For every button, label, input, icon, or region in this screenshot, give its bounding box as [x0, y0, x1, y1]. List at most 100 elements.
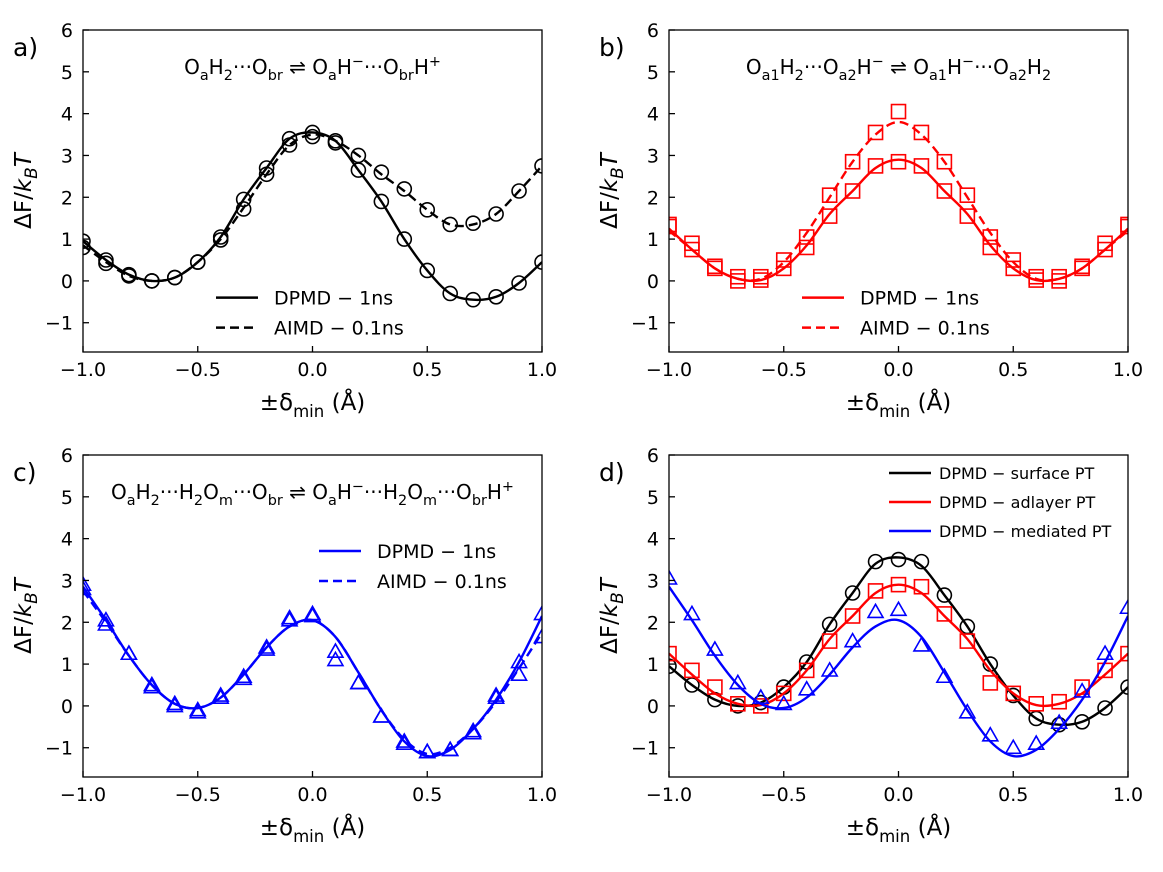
data-point	[442, 285, 459, 302]
data-point	[121, 268, 137, 284]
data-point	[326, 642, 345, 658]
data-point	[327, 135, 344, 151]
data-point	[935, 667, 954, 684]
data-point	[83, 239, 91, 256]
series-line	[669, 158, 1128, 283]
data-point	[419, 262, 436, 279]
data-point	[867, 583, 884, 599]
data-point	[212, 232, 229, 248]
y-tick-label: 4	[647, 529, 659, 551]
data-point	[234, 669, 253, 686]
legend-label: DPMD − surface PT	[939, 464, 1095, 483]
data-point	[843, 631, 862, 648]
y-tick-label: 3	[647, 145, 659, 167]
data-point	[1050, 713, 1069, 730]
data-point	[821, 208, 838, 224]
series-line	[669, 586, 1128, 758]
data-point	[669, 216, 677, 233]
data-point	[684, 235, 700, 252]
data-point	[144, 273, 160, 289]
series-b-0	[669, 153, 1128, 289]
x-tick-label: −0.5	[175, 784, 221, 806]
data-point	[982, 239, 999, 256]
data-point	[211, 686, 230, 702]
y-tick-label: 2	[61, 187, 73, 209]
x-tick-label: 0.0	[883, 359, 913, 381]
data-point	[1074, 258, 1090, 275]
legend-label: DPMD − 1ns	[274, 288, 393, 310]
legend: DPMD − 1ns AIMD − 0.1ns	[802, 288, 990, 340]
data-point	[83, 233, 91, 249]
data-point	[959, 208, 976, 224]
panel-c: −1 0 1 2 3 4 5 6 −1.0 −0.5 0.0 0.5 1.0 ±δmin (Å) ΔF/kB…	[11, 445, 557, 846]
data-point	[465, 291, 481, 308]
panel-label: d)	[599, 458, 625, 487]
data-point	[1119, 598, 1128, 615]
data-point	[441, 740, 460, 757]
y-tick-label: 6	[647, 20, 659, 42]
data-point	[867, 553, 884, 570]
data-point	[350, 147, 367, 164]
series-line	[83, 586, 542, 758]
data-point	[1051, 693, 1067, 710]
data-point	[707, 258, 723, 275]
data-point	[959, 187, 976, 203]
y-axis-label: ΔF/kBT	[11, 151, 42, 229]
data-point	[257, 640, 276, 656]
data-point	[890, 551, 907, 568]
data-point	[913, 578, 930, 595]
y-tick-label: −1	[631, 313, 659, 335]
data-point	[510, 665, 528, 681]
data-point	[730, 268, 746, 285]
data-point	[211, 688, 230, 704]
y-tick-label: 1	[61, 229, 73, 251]
svg-text:ΔF/kBT: ΔF/kBT	[597, 576, 628, 654]
data-point	[1096, 644, 1114, 661]
y-tick-label: 3	[647, 570, 659, 592]
panel-label: b)	[599, 33, 625, 62]
legend: DPMD − 1ns AIMD − 0.1ns	[216, 288, 404, 340]
data-point	[1073, 682, 1091, 698]
x-axis-label: ±δmin (Å)	[260, 813, 366, 846]
data-point	[867, 158, 884, 174]
y-tick-label: 5	[647, 487, 659, 509]
data-point	[189, 254, 206, 270]
y-tick-label: 2	[647, 187, 659, 209]
data-point	[396, 231, 413, 247]
legend-label: DPMD − 1ns	[860, 288, 979, 310]
data-point	[821, 633, 838, 649]
data-point	[797, 680, 816, 696]
x-tick-label: −1.0	[646, 359, 692, 381]
data-point	[464, 721, 483, 738]
y-tick-label: 2	[61, 612, 73, 634]
data-point	[1097, 235, 1113, 252]
legend: DPMD − 1ns AIMD − 0.1ns	[319, 541, 507, 593]
data-point	[1120, 645, 1128, 662]
data-point	[821, 187, 838, 203]
data-point	[844, 183, 861, 199]
data-point	[372, 707, 391, 723]
legend-label: AIMD − 0.1ns	[274, 318, 404, 340]
legend-label: DPMD − adlayer PT	[939, 493, 1096, 512]
data-point	[533, 604, 542, 621]
data-point	[188, 700, 207, 717]
data-point	[142, 675, 161, 692]
y-tick-label: 1	[647, 229, 659, 251]
x-tick-label: −1.0	[646, 784, 692, 806]
x-tick-label: 0.5	[412, 784, 442, 806]
data-point	[234, 667, 253, 684]
data-point	[982, 229, 999, 245]
data-point	[844, 585, 861, 601]
data-point	[83, 575, 92, 592]
reaction-equation: Oa1H2···Oa2H− ⇌ Oa1H−···Oa2H2	[746, 54, 1051, 84]
x-axis-label: ±δmin (Å)	[846, 813, 952, 846]
data-point	[706, 640, 724, 656]
data-point	[167, 269, 183, 286]
data-point	[281, 137, 298, 153]
reaction-equation: OaH2···Obr ⇌ OaH−···ObrH+	[184, 54, 441, 84]
x-tick-label: 0.5	[412, 359, 442, 381]
y-axis-label: ΔF/kBT	[11, 576, 42, 654]
data-point	[669, 645, 677, 662]
data-point	[867, 124, 884, 141]
